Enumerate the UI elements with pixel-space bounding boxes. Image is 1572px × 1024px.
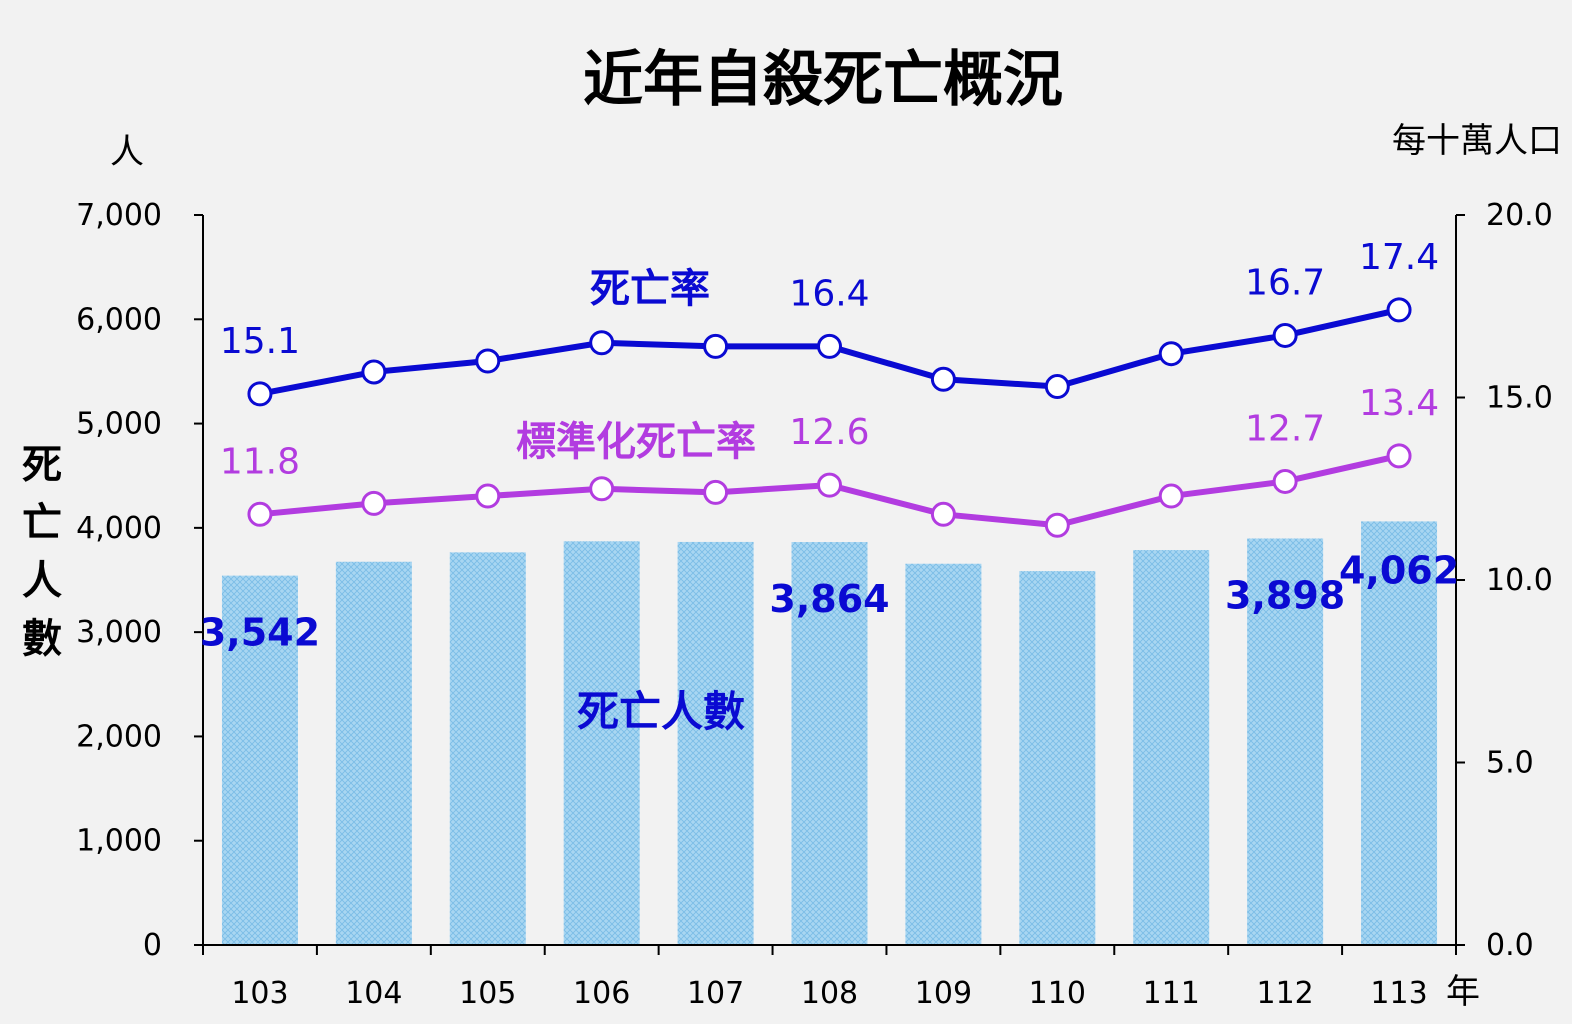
left-tick-label: 3,000 [76, 615, 162, 650]
series-name-standardized-rate: 標準化死亡率 [516, 419, 756, 465]
bar-value-label: 3,864 [769, 577, 889, 621]
series-1-value-label: 13.4 [1359, 383, 1439, 424]
left-axis-label: 死亡人數 [22, 442, 62, 662]
right-tick-label: 20.0 [1486, 198, 1553, 233]
series-0-point-106 [589, 330, 615, 356]
series-1-point-105 [475, 483, 501, 509]
bar-105 [449, 552, 526, 945]
x-tick-label-108: 108 [801, 976, 858, 1011]
series-1-point-111 [1158, 483, 1184, 509]
right-tick-label: 0.0 [1486, 928, 1534, 963]
right-tick-label: 10.0 [1486, 563, 1553, 598]
series-1-point-104 [361, 490, 387, 516]
right-axis-unit: 每十萬人口 [1392, 121, 1562, 161]
series-1-point-113 [1386, 443, 1412, 469]
series-0-value-label: 17.4 [1359, 237, 1439, 278]
x-tick-label-106: 106 [573, 976, 630, 1011]
series-name-deaths: 死亡人數 [577, 687, 745, 736]
left-axis-unit: 人 [110, 132, 144, 172]
bar-112 [1247, 538, 1324, 945]
left-tick-label: 0 [143, 928, 162, 963]
series-1-point-109 [930, 501, 956, 527]
bar-108 [791, 542, 868, 945]
right-tick-label: 5.0 [1486, 746, 1534, 781]
left-tick-label: 6,000 [76, 302, 162, 337]
x-tick-label-104: 104 [345, 976, 402, 1011]
labels-layer: 15.1 16.4 16.7 17.4 11.8 12.6 12.7 13.4 3,542 3,8… [200, 237, 1459, 655]
series-0-point-103 [247, 381, 273, 407]
series-0-point-105 [475, 348, 501, 374]
series-0-point-112 [1272, 322, 1298, 348]
series-0-point-104 [361, 359, 387, 385]
series-0-point-113 [1386, 297, 1412, 323]
x-tick-label-110: 110 [1029, 976, 1086, 1011]
bar-110 [1019, 571, 1096, 945]
left-axis-label-char: 死 [22, 442, 62, 488]
axes-layer: 0 1,000 2,000 3,000 4,000 5,000 6,000 7,000 0.0 5… [76, 198, 1553, 1011]
right-tick-label: 15.0 [1486, 381, 1553, 416]
series-1-value-label: 11.8 [220, 441, 300, 482]
x-tick-label-112: 112 [1257, 976, 1314, 1011]
x-tick-label-107: 107 [687, 976, 744, 1011]
x-tick-label-109: 109 [915, 976, 972, 1011]
x-tick-label-111: 111 [1143, 976, 1200, 1011]
series-0-point-109 [930, 366, 956, 392]
bar-106 [563, 541, 640, 945]
bar-value-label: 3,542 [200, 611, 320, 655]
series-0-point-111 [1158, 341, 1184, 367]
series-0-point-110 [1044, 374, 1070, 400]
bar-109 [905, 563, 982, 945]
lines-layer [247, 297, 1412, 538]
left-axis-label-char: 亡 [22, 500, 62, 546]
bar-107 [677, 541, 754, 945]
series-1-value-label: 12.6 [789, 412, 869, 453]
left-tick-label: 2,000 [76, 719, 162, 754]
x-tick-label-113: 113 [1370, 976, 1427, 1011]
series-0-point-108 [817, 333, 842, 359]
x-tick-label-103: 103 [231, 976, 288, 1011]
bar-103 [221, 575, 298, 945]
series-0-value-label: 15.1 [220, 321, 300, 362]
x-tick-label-105: 105 [459, 976, 516, 1011]
x-axis-unit: 年 [1446, 972, 1480, 1012]
bar-value-label: 4,062 [1339, 548, 1459, 592]
left-axis-label-char: 人 [22, 558, 62, 604]
left-tick-label: 7,000 [76, 198, 162, 233]
series-1-point-112 [1272, 468, 1298, 494]
bars-layer [221, 521, 1438, 945]
series-1-point-107 [703, 479, 729, 505]
series-1-value-label: 12.7 [1245, 408, 1325, 449]
series-name-death-rate: 死亡率 [590, 266, 710, 312]
series-1-point-103 [247, 501, 273, 527]
left-tick-label: 5,000 [76, 407, 162, 442]
bar-111 [1133, 550, 1210, 945]
bar-113 [1361, 521, 1438, 945]
left-tick-label: 1,000 [76, 824, 162, 859]
series-1-point-106 [589, 476, 615, 502]
left-tick-label: 4,000 [76, 511, 162, 546]
bar-value-label: 3,898 [1225, 573, 1345, 617]
series-0-point-107 [703, 333, 729, 359]
series-1-point-108 [817, 472, 842, 498]
series-0-value-label: 16.7 [1245, 262, 1325, 303]
left-axis-label-char: 數 [22, 616, 62, 662]
bar-104 [335, 561, 412, 945]
chart-title: 近年自殺死亡概況 [583, 45, 1063, 115]
series-1-point-110 [1044, 512, 1070, 538]
series-0-value-label: 16.4 [789, 273, 869, 314]
